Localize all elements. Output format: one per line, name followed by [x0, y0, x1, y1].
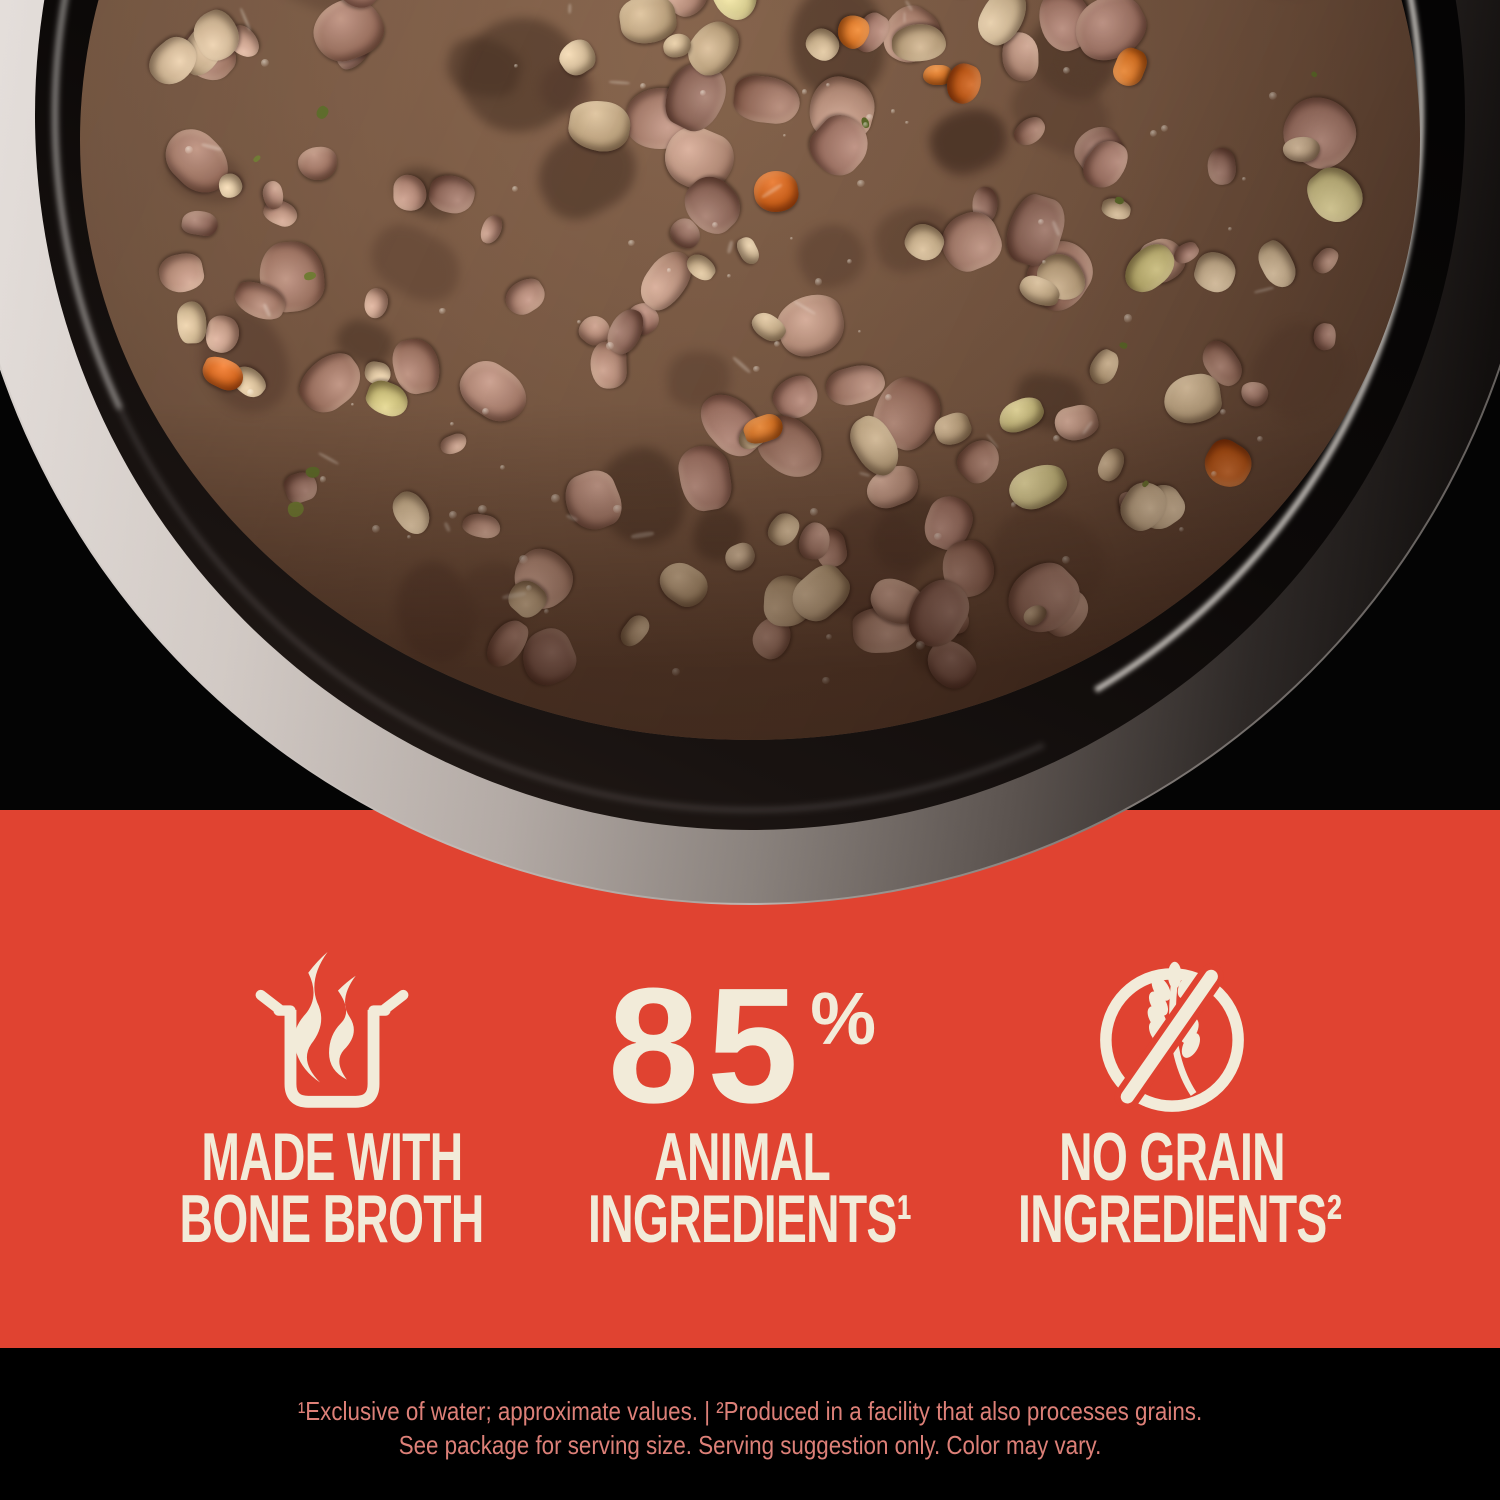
feature-label-line-2: INGREDIENTS¹: [588, 1181, 912, 1257]
feature-bone-broth: MADE WITH BONE BROTH: [102, 810, 562, 1348]
feature-animal-ingredients: 85% ANIMAL INGREDIENTS¹: [512, 810, 972, 1348]
feature-no-grain: NO GRAIN INGREDIENTS²: [942, 810, 1402, 1348]
fine-print-line-2: See package for serving size. Serving su…: [398, 1430, 1102, 1460]
stat-85-percent: 85%: [608, 964, 876, 1128]
benefits-panel: MADE WITH BONE BROTH 85% ANIMAL INGREDIE…: [0, 810, 1500, 1348]
feature-label: NO GRAIN INGREDIENTS²: [942, 1119, 1402, 1257]
feature-label-line-1: NO GRAIN: [1059, 1119, 1285, 1195]
feature-label-line-1: ANIMAL: [654, 1119, 830, 1195]
feature-label-line-1: MADE WITH: [201, 1119, 463, 1195]
stat-value: 85: [607, 954, 807, 1137]
stat-percent-sign: %: [810, 977, 877, 1060]
feature-label-line-2: BONE BROTH: [179, 1181, 485, 1257]
photo-background: [0, 0, 1500, 810]
feature-label: MADE WITH BONE BROTH: [102, 1119, 562, 1257]
fine-print: ¹Exclusive of water; approximate values.…: [105, 1394, 1395, 1462]
steaming-pot-icon: [255, 952, 409, 1108]
feature-label: ANIMAL INGREDIENTS¹: [512, 1119, 972, 1257]
feature-label-line-2: INGREDIENTS²: [1018, 1181, 1342, 1257]
no-grain-icon: [1100, 961, 1244, 1112]
fine-print-line-1: ¹Exclusive of water; approximate values.…: [297, 1396, 1203, 1426]
